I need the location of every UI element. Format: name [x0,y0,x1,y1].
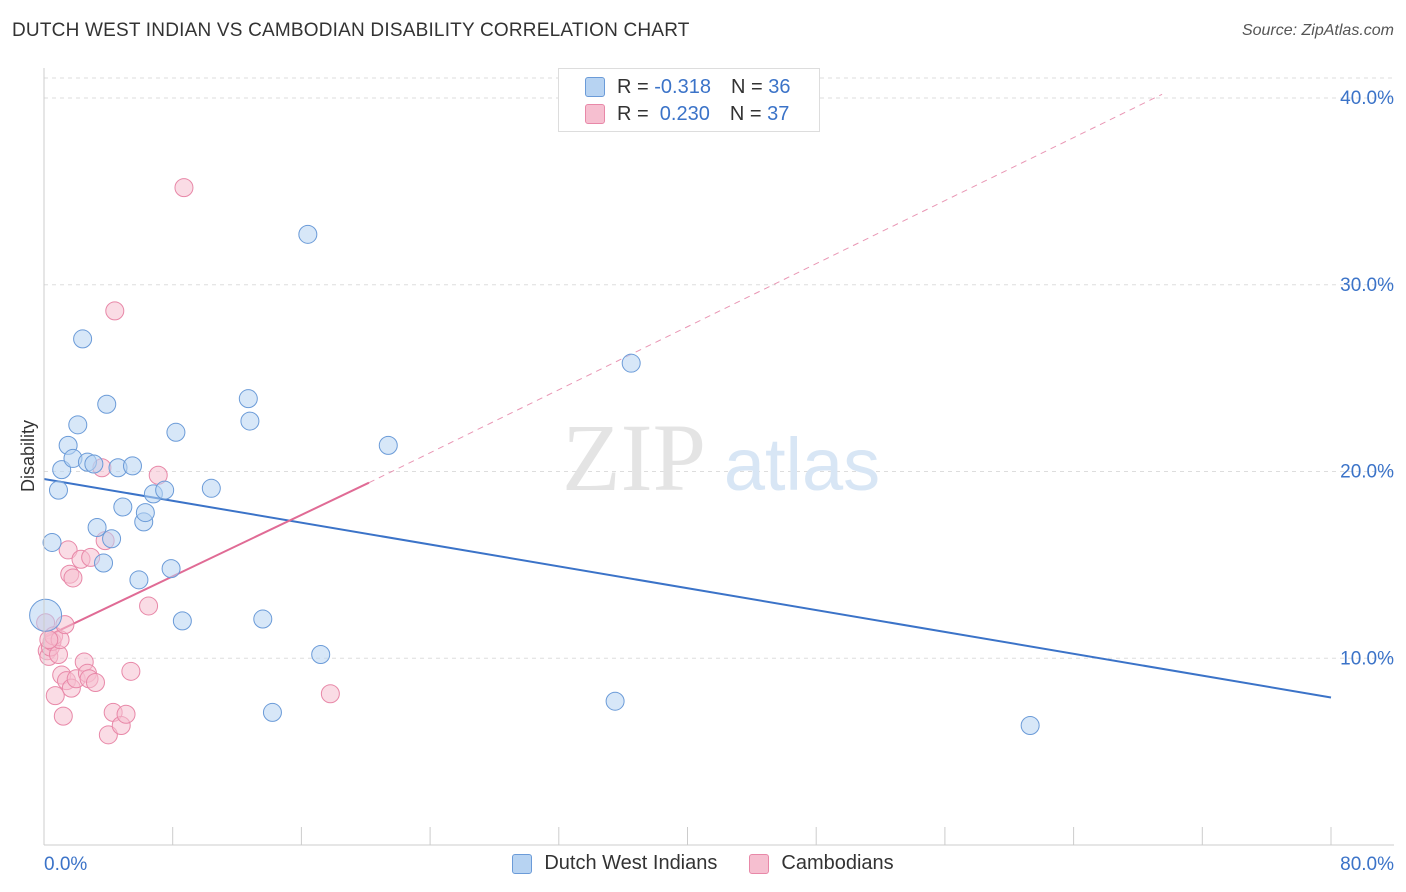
legend-row-dutch-west-indians: R = -0.318 N = 36 [585,75,790,99]
point-cambodian [139,596,159,616]
point-dutch-west-indian [172,611,192,631]
legend-n-value: 36 [768,75,791,98]
point-cambodian [39,630,59,650]
point-dutch-west-indian [166,422,186,442]
legend-r-label: R = [617,75,655,98]
point-dutch-west-indian [378,435,398,455]
axis-layer: 10.0% 20.0% 30.0% 40.0% 0.0% 80.0% [43,68,1394,875]
point-dutch-west-indian [113,497,133,517]
legend-item-cambodians[interactable]: Cambodians [749,852,894,875]
point-dutch-west-indian [298,224,318,244]
correlation-legend: R = -0.318 N = 36 R = 0.230 N = 37 [558,68,820,132]
point-dutch-west-indian [253,609,273,629]
pink-swatch-icon [749,853,770,874]
point-dutch-west-indian [238,389,258,409]
legend-n-label: N = [729,102,768,125]
point-dutch-west-indian [52,460,72,480]
point-cambodian [45,686,65,706]
point-dutch-west-indian [68,415,88,435]
point-dutch-west-indian [29,598,63,632]
point-dutch-west-indian [605,691,625,711]
blue-swatch-icon [512,853,533,874]
series-legend: Dutch West Indians Cambodians [0,852,1406,875]
point-dutch-west-indian [240,411,260,431]
point-dutch-west-indian [161,559,181,579]
point-dutch-west-indian [621,353,641,373]
point-cambodian [121,661,141,681]
y-tick-label: 40.0% [1340,88,1394,109]
point-dutch-west-indian [262,702,282,722]
point-cambodian [174,178,194,198]
point-dutch-west-indian [94,553,114,573]
point-cambodian [63,568,83,588]
point-cambodian [85,673,105,693]
y-axis-label: Disability [18,420,38,492]
y-tick-label: 30.0% [1340,275,1394,296]
point-dutch-west-indian [87,518,107,538]
pink-swatch-icon [585,104,605,124]
watermark: ZIP atlas [562,404,880,511]
blue-swatch-icon [585,77,605,97]
y-tick-label: 10.0% [1340,648,1394,669]
point-dutch-west-indian [129,570,149,590]
point-dutch-west-indian [97,394,117,414]
chart-title: DUTCH WEST INDIAN VS CAMBODIAN DISABILIT… [12,20,690,41]
point-dutch-west-indian [84,454,104,474]
point-dutch-west-indian [1020,715,1040,735]
watermark-atlas: atlas [724,423,880,506]
point-dutch-west-indian [73,329,93,349]
watermark-zip: ZIP [562,404,706,511]
point-dutch-west-indian [135,503,155,523]
legend-series-name: Cambodians [781,852,894,874]
trend-line-cambodians [43,481,370,639]
point-cambodian [116,704,136,724]
source-label: Source: ZipAtlas.com [1241,22,1394,39]
point-cambodian [320,684,340,704]
legend-r-value: -0.318 [654,75,711,98]
trend-layer [43,93,1332,699]
legend-item-dutch-west-indians[interactable]: Dutch West Indians [512,852,717,875]
point-dutch-west-indian [311,645,331,665]
legend-n-label: N = [730,75,769,98]
point-dutch-west-indian [122,456,142,476]
point-dutch-west-indian [102,529,122,549]
point-cambodian [105,301,125,321]
legend-series-name: Dutch West Indians [544,852,718,874]
point-cambodian [58,540,78,560]
trend-line-cambodians-extended [368,93,1163,484]
grid-layer [44,77,1394,659]
legend-row-cambodians: R = 0.230 N = 37 [585,102,789,126]
point-dutch-west-indian [42,532,62,552]
points-layer [29,178,1040,745]
legend-r-value: 0.230 [654,102,710,125]
point-dutch-west-indian [201,478,221,498]
x-tick-label: 0.0% [44,854,87,875]
point-cambodian [53,706,73,726]
legend-n-value: 37 [767,102,790,125]
trend-line-dutch-west-indians [43,477,1332,699]
point-dutch-west-indian [48,480,68,500]
legend-r-label: R = [617,102,655,125]
point-cambodian [98,725,118,745]
point-dutch-west-indian [155,480,175,500]
x-tick-label: 80.0% [1340,854,1394,875]
y-tick-label: 20.0% [1340,462,1394,483]
